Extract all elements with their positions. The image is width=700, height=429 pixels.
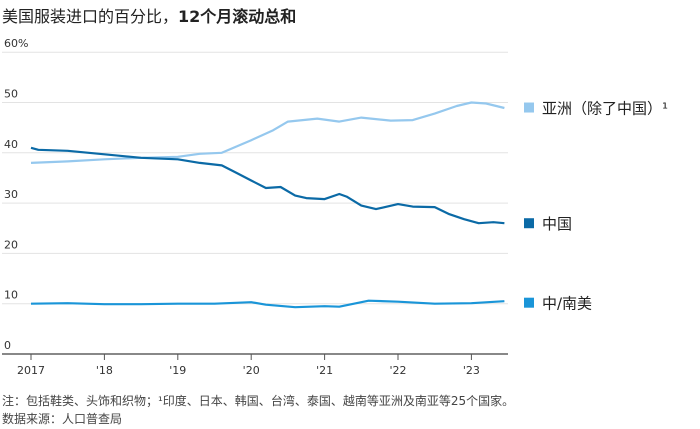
x-tick-label: '21	[316, 364, 333, 377]
legend-label: 中国	[542, 215, 572, 233]
y-tick-label: 20	[4, 238, 18, 251]
x-tick-label: '20	[243, 364, 260, 377]
title-bold: 12个月滚动总和	[178, 7, 297, 26]
y-tick-label: 60%	[4, 37, 28, 50]
legend-swatch	[524, 102, 534, 113]
x-tick-label: '19	[169, 364, 186, 377]
legend-label: 中/南美	[542, 295, 592, 313]
footnote: 注：包括鞋类、头饰和织物；¹印度、日本、韩国、台湾、泰国、越南等亚洲及南亚等25…	[2, 394, 515, 408]
x-tick-label: '22	[389, 364, 406, 377]
legend-swatch	[524, 218, 534, 229]
series-line	[30, 299, 505, 309]
x-tick-label: 2017	[17, 364, 45, 377]
legend-label: 亚洲（除了中国）¹	[542, 100, 668, 118]
source-note: 数据来源：人口普查局	[2, 412, 123, 426]
chart-title: 美国服装进口的百分比，12个月滚动总和	[2, 3, 296, 27]
y-tick-label: 50	[4, 88, 18, 101]
y-tick-label: 0	[4, 339, 11, 352]
y-tick-label: 30	[4, 188, 18, 201]
title-main: 美国服装进口的百分比，	[2, 7, 179, 26]
x-tick-label: '18	[96, 364, 113, 377]
y-tick-label: 10	[4, 289, 18, 302]
line-chart: 0 10 20 30 40 50 60% 2017 '18 '19 '20 '21 '22 '23 亚洲（除…	[2, 37, 668, 377]
x-tick-label: '23	[463, 364, 480, 377]
series-line	[30, 146, 505, 225]
legend-swatch	[524, 297, 534, 308]
y-tick-label: 40	[4, 138, 18, 151]
